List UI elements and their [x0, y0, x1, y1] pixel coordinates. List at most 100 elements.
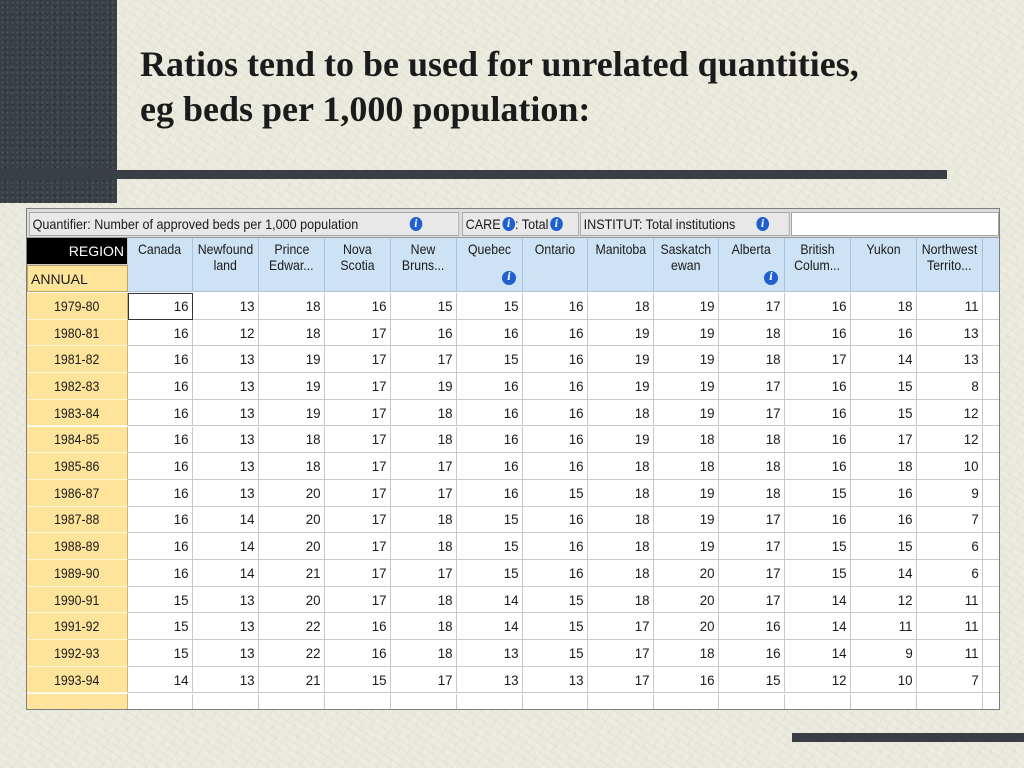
table-cell[interactable]: 9: [851, 640, 917, 667]
table-cell[interactable]: 17: [785, 346, 851, 374]
table-cell[interactable]: 16: [128, 506, 193, 534]
table-cell[interactable]: 18: [391, 426, 457, 454]
row-header-1983-84[interactable]: 1983-84: [27, 399, 128, 427]
table-cell[interactable]: 16: [128, 373, 193, 400]
table-cell[interactable]: 16: [523, 373, 588, 400]
table-cell[interactable]: 7: [917, 506, 983, 534]
table-cell[interactable]: 16: [654, 666, 719, 694]
table-cell[interactable]: 19: [259, 399, 325, 427]
table-cell[interactable]: 22: [259, 613, 325, 641]
column-header-canada[interactable]: Canada: [128, 238, 193, 292]
table-cell[interactable]: 18: [259, 453, 325, 480]
table-cell[interactable]: 17: [719, 586, 785, 614]
table-cell[interactable]: 15: [851, 399, 917, 427]
table-cell[interactable]: 11: [917, 613, 983, 641]
table-cell[interactable]: 15: [325, 666, 391, 694]
table-cell[interactable]: 15: [391, 293, 457, 320]
column-header-british[interactable]: British Colum...: [785, 238, 851, 292]
table-cell[interactable]: 13: [457, 666, 523, 694]
table-cell[interactable]: 13: [917, 319, 983, 347]
column-header-yukon[interactable]: Yukon: [851, 238, 917, 292]
table-cell[interactable]: 18: [851, 293, 917, 320]
table-cell[interactable]: 20: [654, 586, 719, 614]
table-cell[interactable]: 14: [193, 506, 259, 534]
table-cell[interactable]: 16: [719, 613, 785, 641]
table-cell[interactable]: 16: [523, 453, 588, 480]
column-header-quebec[interactable]: Quebec i: [457, 238, 523, 292]
table-cell[interactable]: 19: [654, 293, 719, 320]
table-cell[interactable]: 15: [785, 479, 851, 507]
table-cell[interactable]: 12: [785, 666, 851, 694]
table-cell[interactable]: 16: [457, 373, 523, 400]
row-header-1979-80[interactable]: 1979-80: [27, 293, 128, 320]
table-cell[interactable]: 18: [588, 506, 654, 534]
quantifier-selector[interactable]: Quantifier: Number of approved beds per …: [29, 212, 460, 236]
table-cell[interactable]: 18: [654, 453, 719, 480]
row-header-1980-81[interactable]: 1980-81: [27, 319, 128, 347]
table-cell[interactable]: 16: [785, 373, 851, 400]
table-cell[interactable]: 18: [719, 453, 785, 480]
table-cell[interactable]: 17: [325, 533, 391, 560]
table-cell[interactable]: 21: [259, 666, 325, 694]
column-header-newfound[interactable]: Newfound land: [193, 238, 259, 292]
table-cell[interactable]: 16: [851, 506, 917, 534]
table-cell[interactable]: 19: [588, 346, 654, 374]
table-cell[interactable]: 17: [325, 506, 391, 534]
table-cell[interactable]: 17: [719, 560, 785, 587]
row-header-1992-93[interactable]: 1992-93: [27, 640, 128, 667]
row-header-1988-89[interactable]: 1988-89: [27, 533, 128, 560]
table-cell[interactable]: 13: [193, 453, 259, 480]
table-cell[interactable]: 16: [457, 453, 523, 480]
table-cell[interactable]: 18: [654, 426, 719, 454]
row-header-1990-91[interactable]: 1990-91: [27, 586, 128, 614]
table-cell[interactable]: 16: [719, 640, 785, 667]
column-header-new[interactable]: New Bruns...: [391, 238, 457, 292]
table-cell[interactable]: 16: [851, 479, 917, 507]
table-cell[interactable]: 17: [588, 666, 654, 694]
table-cell[interactable]: 18: [851, 453, 917, 480]
table-cell[interactable]: 10: [917, 453, 983, 480]
column-info-icon[interactable]: i: [502, 271, 516, 285]
table-cell[interactable]: 16: [785, 293, 851, 320]
table-cell[interactable]: 17: [325, 319, 391, 347]
institut-selector[interactable]: INSTITUT: Total institutions i: [580, 212, 790, 236]
column-header-manitoba[interactable]: Manitoba: [588, 238, 654, 292]
annual-dimension-label[interactable]: ANNUAL: [27, 265, 128, 292]
table-cell[interactable]: 12: [917, 426, 983, 454]
column-header-saskatch[interactable]: Saskatch ewan: [654, 238, 719, 292]
table-cell[interactable]: 17: [325, 426, 391, 454]
table-cell[interactable]: 18: [588, 533, 654, 560]
table-cell[interactable]: 15: [457, 346, 523, 374]
table-cell[interactable]: 17: [719, 373, 785, 400]
table-cell[interactable]: 16: [128, 319, 193, 347]
table-cell[interactable]: 15: [523, 479, 588, 507]
table-cell[interactable]: 16: [391, 319, 457, 347]
table-cell[interactable]: 13: [193, 426, 259, 454]
table-cell[interactable]: 15: [523, 640, 588, 667]
table-cell[interactable]: 7: [917, 666, 983, 694]
care-selector[interactable]: CARE i : Total i: [462, 212, 579, 236]
table-cell[interactable]: 18: [588, 399, 654, 427]
table-cell[interactable]: 20: [259, 479, 325, 507]
table-cell[interactable]: 13: [193, 666, 259, 694]
table-cell[interactable]: 17: [719, 399, 785, 427]
table-cell[interactable]: 18: [588, 560, 654, 587]
row-header-1987-88[interactable]: 1987-88: [27, 506, 128, 534]
table-cell[interactable]: 12: [851, 586, 917, 614]
table-cell[interactable]: 19: [259, 346, 325, 374]
table-cell[interactable]: 11: [917, 293, 983, 320]
row-header-1981-82[interactable]: 1981-82: [27, 346, 128, 374]
care-info-icon[interactable]: i: [502, 217, 516, 231]
row-header-1984-85[interactable]: 1984-85: [27, 426, 128, 454]
table-cell[interactable]: 17: [719, 533, 785, 560]
table-cell[interactable]: 17: [719, 506, 785, 534]
table-cell[interactable]: 18: [259, 293, 325, 320]
table-cell[interactable]: 18: [391, 613, 457, 641]
table-cell[interactable]: 16: [785, 319, 851, 347]
table-cell[interactable]: 19: [654, 319, 719, 347]
table-cell[interactable]: 16: [523, 319, 588, 347]
table-cell[interactable]: 11: [851, 613, 917, 641]
table-cell[interactable]: 15: [457, 533, 523, 560]
table-cell[interactable]: 14: [193, 560, 259, 587]
care-value-info-icon[interactable]: i: [550, 217, 563, 231]
